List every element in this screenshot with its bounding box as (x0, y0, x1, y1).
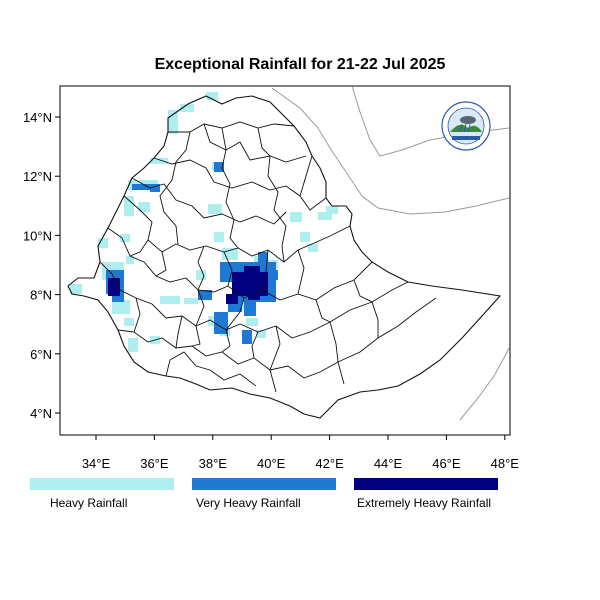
rainfall-cell (326, 206, 338, 214)
rainfall-cell (208, 204, 222, 214)
rainfall-cell (242, 330, 252, 344)
rainfall-cell (126, 256, 134, 264)
rainfall-cell (168, 110, 178, 134)
y-tick-label: 10°N (23, 228, 52, 243)
rainfall-cell (98, 238, 108, 248)
rainfall-cell (70, 284, 82, 294)
y-tick-label: 6°N (30, 347, 52, 362)
x-tick-label: 46°E (432, 456, 461, 471)
rainfall-cell (258, 252, 268, 262)
rainfall-cell (112, 300, 130, 314)
meteorology-institute-logo (441, 101, 491, 151)
rainfall-cell (244, 300, 256, 316)
rainfall-cell (268, 270, 278, 280)
x-tick-label: 48°E (491, 456, 520, 471)
rainfall-cell (128, 338, 138, 352)
rainfall-cell (246, 318, 258, 326)
rainfall-cell (198, 290, 212, 300)
x-axis: 34°E 36°E 38°E 40°E 42°E 44°E 46°E 48°E (82, 435, 519, 471)
rainfall-cell (300, 232, 310, 242)
legend-swatch-very-heavy (192, 478, 336, 490)
y-tick-label: 4°N (30, 406, 52, 421)
rainfall-cell (124, 318, 134, 326)
rainfall-cell (108, 278, 120, 296)
rainfall-cell (150, 184, 160, 192)
rainfall-cell (244, 266, 260, 276)
y-tick-label: 8°N (30, 288, 52, 303)
y-tick-label: 14°N (23, 110, 52, 125)
legend-swatch-heavy (30, 478, 174, 490)
rainfall-cell (318, 212, 332, 220)
legend-swatch-extremely-heavy (354, 478, 498, 490)
map-title: Exceptional Rainfall for 21-22 Jul 2025 (154, 56, 446, 73)
x-tick-label: 38°E (199, 456, 228, 471)
map-frame (59, 85, 511, 436)
legend-label-extremely-heavy: Extremely Heavy Rainfall (357, 496, 491, 510)
rainfall-cell (184, 298, 198, 304)
rainfall-cell (290, 212, 302, 222)
y-tick-label: 12°N (23, 169, 52, 184)
y-axis: 4°N 6°N 8°N 10°N 12°N 14°N (23, 110, 60, 421)
rainfall-cell (132, 184, 154, 190)
rainfall-cell (214, 312, 228, 334)
rainfall-cell (124, 196, 134, 216)
admin-boundaries (99, 121, 437, 393)
rainfall-cell (256, 330, 266, 338)
rainfall-cell (308, 244, 318, 252)
legend-label-heavy: Heavy Rainfall (50, 496, 127, 510)
x-tick-label: 34°E (82, 456, 111, 471)
rainfall-cell (138, 202, 150, 212)
rainfall-cells (70, 92, 338, 352)
rainfall-cell (160, 296, 180, 304)
x-tick-label: 40°E (257, 456, 286, 471)
rainfall-cell (180, 104, 194, 112)
x-tick-label: 36°E (140, 456, 169, 471)
rainfall-cell (150, 158, 168, 164)
rainfall-cell (248, 292, 260, 300)
rainfall-cell (214, 162, 224, 172)
ethiopia-border (67, 95, 502, 419)
legend-label-very-heavy: Very Heavy Rainfall (196, 496, 301, 510)
rainfall-cell (214, 232, 224, 242)
x-tick-label: 44°E (374, 456, 403, 471)
rainfall-cell (206, 92, 218, 100)
rainfall-cell (226, 294, 238, 304)
rainfall-cell (196, 270, 206, 280)
rainfall-cell (120, 234, 130, 242)
legend: Heavy Rainfall Very Heavy Rainfall Extre… (30, 478, 498, 510)
x-tick-label: 42°E (315, 456, 344, 471)
